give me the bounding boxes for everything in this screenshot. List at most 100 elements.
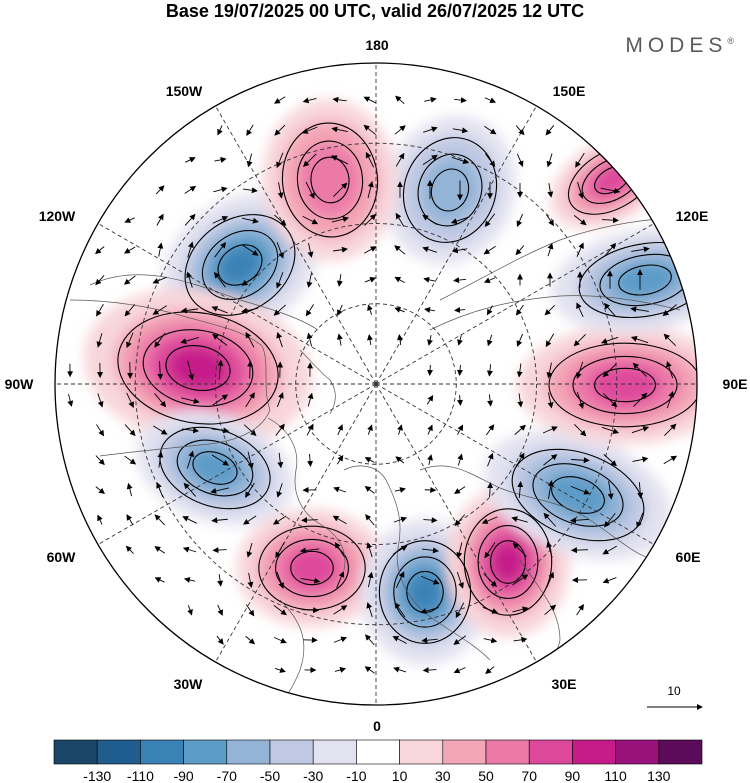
wind-vector: [513, 636, 528, 643]
wind-vector: [306, 332, 313, 347]
wind-vector: [332, 515, 347, 525]
wind-vector: [453, 277, 466, 284]
wind-vector: [333, 605, 348, 615]
wind-vector: [124, 424, 136, 437]
wind-vector: [453, 667, 466, 674]
wind-vector: [217, 125, 223, 136]
colorbar-tick-label: -10: [346, 768, 366, 783]
wind-vector: [364, 277, 377, 283]
wind-vector: [395, 152, 405, 167]
colorbar-swatch: [96, 739, 141, 765]
wind-vector: [154, 514, 166, 526]
wind-vector: [155, 185, 165, 195]
wind-vector: [301, 126, 318, 134]
wind-vector: [395, 571, 405, 589]
wind-vector: [336, 333, 343, 346]
wind-vector: [153, 425, 168, 435]
wind-vector: [303, 153, 317, 167]
wind-vector: [632, 362, 647, 377]
colorbar-swatch: [183, 739, 228, 765]
wind-vector: [543, 454, 558, 466]
wind-vector: [454, 97, 467, 104]
wind-vector: [157, 242, 164, 257]
colorbar-tick-label: 70: [521, 768, 537, 783]
wind-vector: [337, 424, 343, 436]
wind-vector: [422, 667, 437, 674]
colorbar-swatch: [399, 739, 444, 765]
wind-vector: [364, 666, 375, 674]
colorbar-tick-label: 30: [435, 768, 451, 783]
wind-vector: [217, 604, 223, 616]
wind-vector: [663, 455, 678, 465]
wind-vector: [96, 304, 104, 317]
wind-vector: [544, 304, 556, 316]
wind-vector: [302, 215, 319, 225]
colorbar: -130 -110 -90 -70 -50 -30 -10 10 30 50 70 90 110 130: [53, 739, 703, 783]
wind-vector: [457, 335, 463, 346]
wind-vector: [394, 125, 406, 135]
wind-vector: [126, 392, 134, 408]
wind-vector: [452, 127, 469, 134]
wind-vector: [97, 393, 104, 408]
wind-vector: [274, 96, 286, 104]
wind-vector: [247, 360, 254, 379]
meridian-line: [215, 383, 377, 663]
colorbar-swatch: [572, 739, 616, 765]
wind-vector: [542, 426, 558, 434]
wind-vector: [366, 542, 373, 558]
wind-vector: [152, 305, 167, 315]
wind-vector: [213, 186, 228, 193]
wind-vector: [306, 423, 314, 436]
wind-vector: [273, 304, 286, 316]
wind-vector: [333, 486, 347, 493]
wind-vector: [187, 241, 194, 258]
wind-vector: [456, 572, 464, 589]
wind-vector: [247, 451, 254, 470]
wind-vector: [547, 480, 554, 499]
wind-vector: [426, 394, 434, 405]
wind-vector: [123, 275, 136, 285]
wind-vector: [97, 514, 103, 525]
wind-vector: [577, 181, 584, 199]
wind-vector: [422, 246, 437, 253]
wind-vector: [457, 394, 463, 406]
wind-vector: [515, 452, 525, 467]
wind-vector: [631, 246, 650, 253]
colorbar-tick-label: 90: [565, 768, 581, 783]
brand-text: MODES: [625, 34, 728, 57]
colorbar-swatch: [312, 739, 357, 765]
wind-vector: [515, 125, 525, 136]
streamline-contour: [165, 345, 231, 391]
streamline-contour: [572, 355, 678, 415]
wind-vector: [397, 334, 403, 346]
wind-vector: [125, 545, 134, 554]
wind-vector: [245, 482, 255, 498]
wind-vector: [364, 457, 375, 463]
wind-vector: [547, 242, 554, 257]
wind-vector: [277, 452, 284, 469]
wind-vector: [487, 482, 494, 497]
wind-vector: [367, 424, 373, 435]
wind-vector: [245, 604, 255, 617]
wind-vector: [186, 271, 193, 288]
lon-label-150e: 150E: [553, 83, 586, 99]
wind-vector: [243, 187, 258, 194]
streamline-contour: [310, 156, 350, 204]
lon-label-90e: 90E: [723, 376, 748, 392]
wind-vector: [454, 486, 466, 494]
wind-vector: [212, 547, 227, 554]
wind-vector: [332, 96, 347, 103]
wind-vectors: [67, 95, 678, 675]
anomaly-positive-level: [299, 143, 361, 217]
wind-vector: [485, 424, 495, 436]
wind-vector: [545, 125, 555, 136]
wind-vector: [364, 486, 375, 494]
wind-vector: [483, 637, 498, 644]
wind-vector: [126, 514, 134, 526]
wind-vector: [307, 242, 314, 258]
wind-vector: [603, 393, 618, 408]
wind-vector: [307, 392, 314, 407]
wind-vector: [571, 457, 590, 464]
wind-vector: [212, 394, 229, 406]
